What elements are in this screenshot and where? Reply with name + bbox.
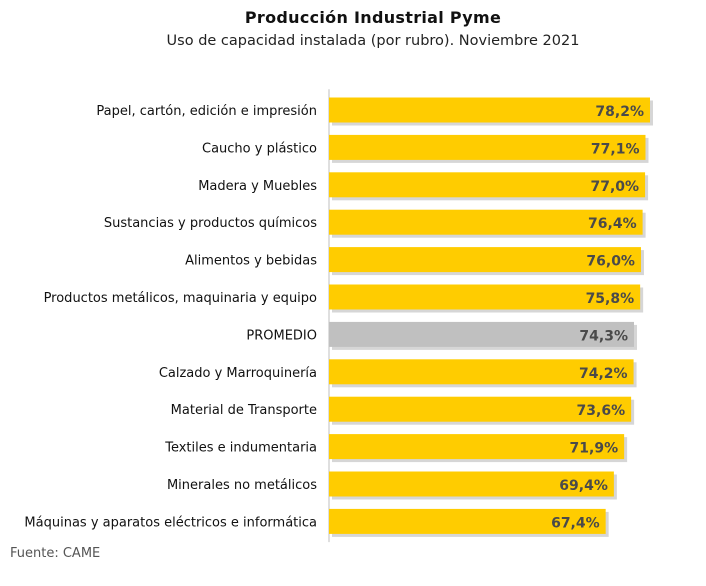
data-label: 78,2% [595,104,644,120]
bar [329,247,641,273]
chart-subtitle: Uso de capacidad instalada (por rubro). … [166,33,580,49]
bar [329,97,650,123]
bar [329,284,641,310]
bar [329,396,632,422]
bar [329,434,625,460]
average-bar [329,321,634,347]
category-label: Máquinas y aparatos eléctricos e informá… [24,515,317,530]
bar [329,508,606,534]
bar [329,209,643,235]
data-label: 77,1% [591,141,640,157]
category-label: Material de Transporte [171,403,317,418]
category-label: Textiles e indumentaria [164,441,317,456]
category-label: Sustancias y productos químicos [104,216,317,231]
data-label: 77,0% [590,179,639,195]
bar [329,471,614,497]
data-label: 71,9% [570,441,619,457]
category-label: Madera y Muebles [198,179,317,194]
bar [329,134,646,160]
source-note: Fuente: CAME [10,546,101,561]
data-label: 67,4% [551,515,600,531]
data-label: 75,8% [586,291,635,307]
category-label: Calzado y Marroquinería [159,366,317,381]
category-label: PROMEDIO [246,328,317,343]
data-label: 74,3% [579,328,628,344]
data-label: 76,4% [588,216,637,232]
category-label: Productos metálicos, maquinaria y equipo [44,291,317,306]
category-label: Minerales no metálicos [167,478,317,493]
data-label: 74,2% [579,366,628,382]
category-label: Caucho y plástico [202,141,317,156]
data-label: 73,6% [577,403,626,419]
bar [329,172,646,198]
data-label: 76,0% [586,254,635,270]
category-label: Alimentos y bebidas [185,254,317,269]
category-label: Papel, cartón, edición e impresión [96,104,317,119]
bar [329,359,634,385]
chart-title: Producción Industrial Pyme [244,8,502,27]
data-label: 69,4% [559,478,608,494]
